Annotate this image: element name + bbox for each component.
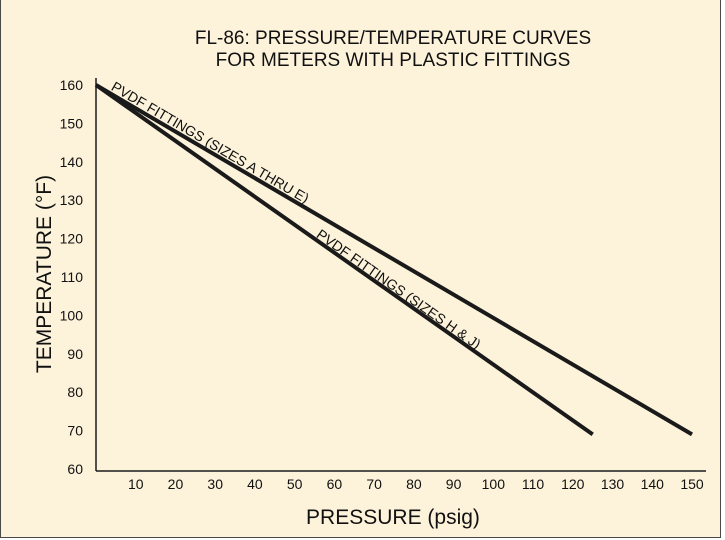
y-tick-label: 90 [67,346,83,362]
x-tick-label: 130 [601,476,625,492]
x-tick-label: 40 [247,476,263,492]
series-label-1: PVDF FITTINGS (SIZES A THRU E) [109,78,312,206]
series-line-2 [94,83,594,437]
y-tick-label: 60 [67,461,83,477]
y-tick-label: 130 [60,192,84,208]
y-tick-label: 80 [67,384,83,400]
y-tick-labels: 60 70 80 90 100 110 120 130 140 150 160 [60,77,84,477]
x-tick-label: 140 [641,476,665,492]
y-tick-label: 70 [67,423,83,439]
y-tick-label: 100 [60,307,84,323]
x-tick-label: 70 [366,476,382,492]
x-tick-label: 60 [327,476,343,492]
chart-title-line-1: FL-86: PRESSURE/TEMPERATURE CURVES [195,28,591,49]
x-tick-label: 80 [406,476,422,492]
x-tick-label: 10 [128,476,144,492]
series-label-2: PVDF FITTINGS (SIZES H & J) [314,226,484,352]
chart-title-line-2: FOR METERS WITH PLASTIC FITTINGS [216,50,571,71]
x-tick-label: 50 [287,476,303,492]
series-line-1 [94,83,694,437]
x-tick-label: 120 [561,476,585,492]
x-tick-label: 20 [168,476,184,492]
series-lines [94,83,694,437]
y-tick-label: 120 [60,231,84,247]
y-tick-label: 150 [60,115,84,131]
series-labels: PVDF FITTINGS (SIZES A THRU E)PVDF FITTI… [109,78,484,352]
x-tick-label: 110 [522,476,545,492]
x-tick-labels: 10 20 30 40 50 60 70 80 90 100 110 120 130 140 150 [128,476,704,492]
x-tick-label: 150 [680,476,704,492]
chart-title: FL-86: PRESSURE/TEMPERATURE CURVES FOR M… [195,28,591,71]
x-tick-label: 100 [482,476,506,492]
y-tick-label: 110 [61,269,84,285]
x-axis-title: PRESSURE (psig) [306,506,480,529]
y-tick-label: 140 [60,154,84,170]
y-tick-label: 160 [60,77,84,93]
x-tick-label: 90 [446,476,462,492]
x-tick-label: 30 [207,476,223,492]
y-axis-title: TEMPERATURE (°F) [33,175,56,373]
